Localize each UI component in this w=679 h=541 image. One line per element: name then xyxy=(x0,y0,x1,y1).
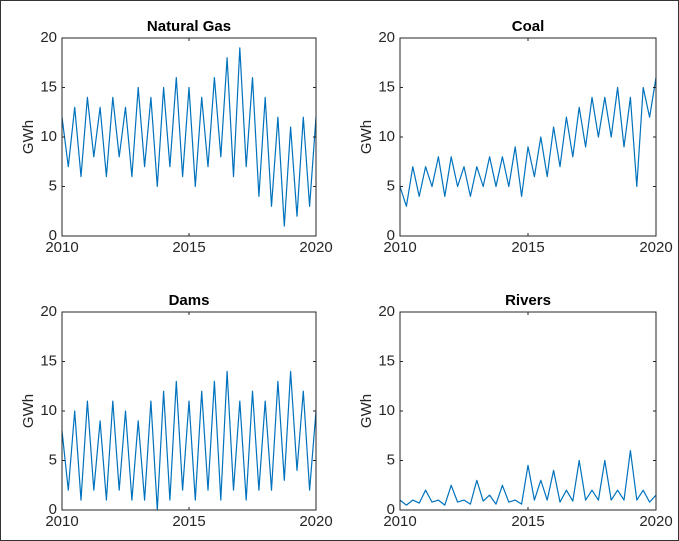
y-tick-label: 0 xyxy=(387,501,395,518)
chart-title: Rivers xyxy=(505,292,551,309)
y-tick-label: 5 xyxy=(387,177,395,194)
chart-title: Natural Gas xyxy=(147,18,231,35)
y-tick-label: 15 xyxy=(40,352,57,369)
x-tick-label: 2010 xyxy=(45,239,78,256)
y-tick-label: 15 xyxy=(378,78,395,95)
y-tick-label: 5 xyxy=(49,177,57,194)
x-tick-label: 2020 xyxy=(299,513,332,530)
y-tick-label: 15 xyxy=(378,352,395,369)
y-tick-label: 0 xyxy=(49,227,57,244)
x-tick-label: 2015 xyxy=(511,239,544,256)
y-tick-label: 15 xyxy=(40,78,57,95)
chart-title: Coal xyxy=(512,18,545,35)
y-axis-label: GWh xyxy=(358,394,375,428)
y-tick-label: 10 xyxy=(378,402,395,419)
data-line xyxy=(399,450,657,506)
y-axis-label: GWh xyxy=(20,394,37,428)
y-tick-label: 0 xyxy=(387,227,395,244)
data-line xyxy=(399,77,657,207)
x-tick-label: 2010 xyxy=(383,513,416,530)
x-tick-label: 2015 xyxy=(172,513,205,530)
y-axis-label: GWh xyxy=(20,120,37,154)
data-line xyxy=(61,370,317,511)
y-tick-label: 5 xyxy=(49,451,57,468)
y-tick-label: 20 xyxy=(378,303,395,320)
y-tick-label: 20 xyxy=(40,303,57,320)
y-tick-label: 5 xyxy=(387,451,395,468)
data-line xyxy=(61,47,317,227)
x-tick-label: 2020 xyxy=(639,239,672,256)
x-tick-label: 2020 xyxy=(299,239,332,256)
y-tick-label: 20 xyxy=(378,29,395,46)
y-axis-label: GWh xyxy=(358,120,375,154)
y-tick-label: 20 xyxy=(40,29,57,46)
x-tick-label: 2010 xyxy=(383,239,416,256)
y-tick-label: 10 xyxy=(378,128,395,145)
y-tick-label: 10 xyxy=(40,128,57,145)
chart-title: Dams xyxy=(169,292,210,309)
y-tick-label: 10 xyxy=(40,402,57,419)
x-tick-label: 2015 xyxy=(172,239,205,256)
x-tick-label: 2020 xyxy=(639,513,672,530)
x-tick-label: 2010 xyxy=(45,513,78,530)
x-tick-label: 2015 xyxy=(511,513,544,530)
y-tick-label: 0 xyxy=(49,501,57,518)
